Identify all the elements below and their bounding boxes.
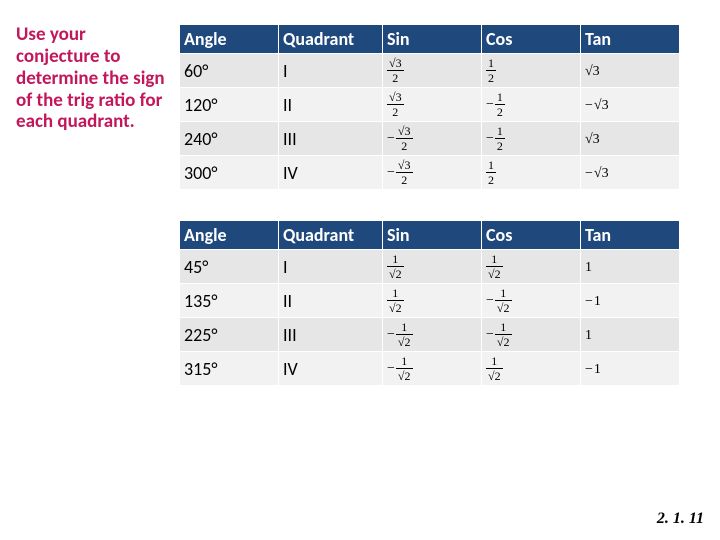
table-row: 225°III−1√2−1√21 xyxy=(180,318,680,352)
page-number: 2. 1. 11 xyxy=(657,510,704,528)
col-header-quadrant: Quadrant xyxy=(279,25,383,54)
cell-cos: −1√2 xyxy=(482,284,581,318)
instruction-text: Use your conjecture to determine the sig… xyxy=(16,24,179,133)
col-header-angle: Angle xyxy=(180,25,279,54)
cell-cos: 12 xyxy=(482,156,581,190)
table-1-body: 60°I√3212√3120°II√32−12−√3240°III−√32−12… xyxy=(180,54,680,190)
cell-angle: 240° xyxy=(180,122,279,156)
table-row: 315°IV−1√21√2−1 xyxy=(180,352,680,386)
cell-cos: −12 xyxy=(482,122,581,156)
cell-tan: −√3 xyxy=(581,156,680,190)
cell-tan: √3 xyxy=(581,54,680,88)
cell-tan: −1 xyxy=(581,284,680,318)
table-row: 60°I√3212√3 xyxy=(180,54,680,88)
cell-quadrant: III xyxy=(279,122,383,156)
cell-quadrant: III xyxy=(279,318,383,352)
cell-cos: 1√2 xyxy=(482,250,581,284)
tables-column: Angle Quadrant Sin Cos Tan 60°I√3212√312… xyxy=(179,24,680,386)
cell-cos: −1√2 xyxy=(482,318,581,352)
cell-angle: 315° xyxy=(180,352,279,386)
content-row: Use your conjecture to determine the sig… xyxy=(16,24,704,386)
table-2-body: 45°I1√21√21135°II1√2−1√2−1225°III−1√2−1√… xyxy=(180,250,680,386)
cell-angle: 225° xyxy=(180,318,279,352)
cell-sin: −√32 xyxy=(383,156,482,190)
cell-sin: 1√2 xyxy=(383,250,482,284)
cell-sin: √32 xyxy=(383,54,482,88)
table-header-row: Angle Quadrant Sin Cos Tan xyxy=(180,221,680,250)
cell-angle: 135° xyxy=(180,284,279,318)
cell-sin: √32 xyxy=(383,88,482,122)
cell-quadrant: IV xyxy=(279,352,383,386)
trig-table-1: Angle Quadrant Sin Cos Tan 60°I√3212√312… xyxy=(179,24,680,190)
cell-angle: 45° xyxy=(180,250,279,284)
cell-angle: 60° xyxy=(180,54,279,88)
cell-angle: 120° xyxy=(180,88,279,122)
cell-quadrant: I xyxy=(279,54,383,88)
table-row: 120°II√32−12−√3 xyxy=(180,88,680,122)
table-header-row: Angle Quadrant Sin Cos Tan xyxy=(180,25,680,54)
col-header-cos: Cos xyxy=(482,221,581,250)
col-header-angle: Angle xyxy=(180,221,279,250)
cell-quadrant: IV xyxy=(279,156,383,190)
cell-tan: √3 xyxy=(581,122,680,156)
cell-tan: 1 xyxy=(581,318,680,352)
col-header-sin: Sin xyxy=(383,221,482,250)
cell-tan: −1 xyxy=(581,352,680,386)
slide: Use your conjecture to determine the sig… xyxy=(0,0,720,540)
cell-quadrant: I xyxy=(279,250,383,284)
trig-table-2: Angle Quadrant Sin Cos Tan 45°I1√21√2113… xyxy=(179,220,680,386)
cell-tan: −√3 xyxy=(581,88,680,122)
cell-cos: 1√2 xyxy=(482,352,581,386)
table-row: 45°I1√21√21 xyxy=(180,250,680,284)
table-row: 240°III−√32−12√3 xyxy=(180,122,680,156)
table-row: 300°IV−√3212−√3 xyxy=(180,156,680,190)
cell-cos: 12 xyxy=(482,54,581,88)
cell-sin: 1√2 xyxy=(383,284,482,318)
col-header-quadrant: Quadrant xyxy=(279,221,383,250)
cell-angle: 300° xyxy=(180,156,279,190)
cell-sin: −√32 xyxy=(383,122,482,156)
col-header-sin: Sin xyxy=(383,25,482,54)
table-row: 135°II1√2−1√2−1 xyxy=(180,284,680,318)
cell-quadrant: II xyxy=(279,284,383,318)
cell-sin: −1√2 xyxy=(383,352,482,386)
col-header-tan: Tan xyxy=(581,25,680,54)
col-header-tan: Tan xyxy=(581,221,680,250)
cell-quadrant: II xyxy=(279,88,383,122)
cell-sin: −1√2 xyxy=(383,318,482,352)
col-header-cos: Cos xyxy=(482,25,581,54)
cell-tan: 1 xyxy=(581,250,680,284)
cell-cos: −12 xyxy=(482,88,581,122)
